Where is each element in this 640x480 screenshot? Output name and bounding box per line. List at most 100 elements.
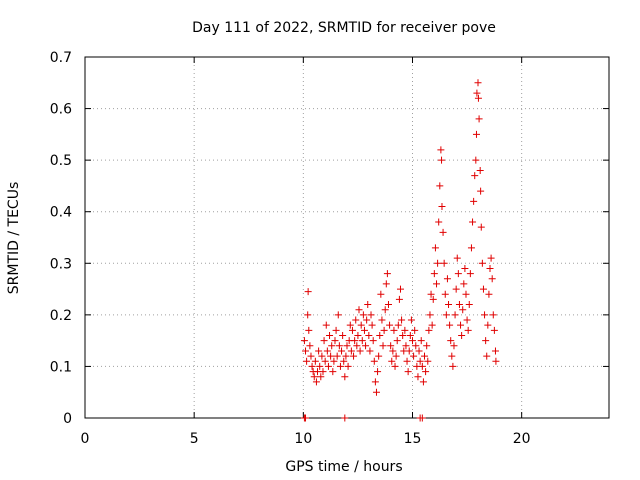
data-point — [343, 342, 351, 350]
data-point — [330, 357, 338, 365]
data-point — [485, 290, 493, 298]
data-point — [441, 290, 449, 298]
data-point — [489, 311, 497, 319]
data-point — [439, 228, 447, 236]
data-point — [455, 301, 463, 309]
x-tick-label: 15 — [404, 431, 422, 447]
data-point — [453, 254, 461, 262]
data-point — [406, 331, 414, 339]
data-point — [438, 203, 446, 211]
data-point — [388, 357, 396, 365]
data-point — [475, 115, 483, 123]
y-tick-label: 0.1 — [50, 359, 72, 375]
y-tick-label: 0.2 — [50, 308, 72, 324]
data-point — [405, 347, 413, 355]
data-point — [378, 316, 386, 324]
data-point — [390, 326, 398, 334]
data-point — [347, 347, 355, 355]
data-point — [387, 342, 395, 350]
data-point — [486, 264, 494, 272]
data-point — [308, 362, 316, 370]
data-point — [448, 352, 456, 360]
data-point — [492, 357, 500, 365]
y-tick-label: 0.3 — [50, 256, 72, 272]
data-point — [424, 357, 432, 365]
data-point — [354, 331, 362, 339]
data-point — [461, 264, 469, 272]
data-point — [427, 290, 435, 298]
data-point — [306, 342, 314, 350]
data-point — [394, 321, 402, 329]
data-point — [374, 368, 382, 376]
data-point — [315, 347, 323, 355]
data-point — [323, 347, 331, 355]
data-point — [409, 337, 416, 345]
data-point — [419, 378, 427, 386]
data-point — [316, 362, 324, 370]
data-point — [457, 321, 465, 329]
data-point — [377, 290, 385, 298]
data-point — [440, 259, 448, 267]
data-point — [311, 357, 319, 365]
data-point — [319, 368, 327, 376]
data-point — [335, 342, 343, 350]
data-point — [403, 357, 411, 365]
data-point — [334, 311, 342, 319]
data-point — [363, 316, 371, 324]
data-point — [328, 342, 336, 350]
data-point — [329, 368, 337, 376]
data-point — [447, 337, 455, 345]
data-point — [491, 347, 499, 355]
data-point — [359, 311, 367, 319]
data-point — [429, 295, 437, 303]
data-point — [304, 288, 312, 296]
data-point — [476, 166, 484, 174]
data-point — [436, 182, 444, 190]
data-point — [376, 331, 384, 339]
data-point — [353, 342, 361, 350]
data-point — [410, 352, 418, 360]
data-points — [300, 79, 500, 422]
data-point — [333, 352, 341, 360]
data-point — [423, 342, 431, 350]
y-axis-title: SRMTID / TECUs — [6, 182, 22, 295]
data-point — [463, 316, 471, 324]
data-point — [358, 337, 366, 345]
data-point — [474, 79, 482, 87]
data-point — [341, 414, 349, 422]
axis-ticks — [84, 56, 609, 419]
data-point — [416, 357, 424, 365]
data-point — [346, 321, 354, 329]
plot-frame — [84, 56, 610, 419]
y-tick-label: 0 — [63, 411, 72, 427]
data-point — [366, 347, 374, 355]
tick-labels: 0 0.1 0.2 0.3 0.4 0.5 0.6 0.7 0 5 10 15 20 — [50, 50, 531, 447]
data-point — [434, 259, 442, 267]
data-point — [367, 311, 375, 319]
data-point — [478, 259, 486, 267]
data-point — [482, 337, 490, 345]
data-point — [484, 321, 492, 329]
data-point — [379, 342, 387, 350]
data-point — [364, 301, 372, 309]
data-point — [360, 326, 368, 334]
data-point — [372, 388, 380, 396]
data-point — [312, 378, 320, 386]
data-point — [464, 326, 472, 334]
data-point — [462, 290, 470, 298]
data-point — [445, 301, 453, 309]
chart-title: Day 111 of 2022, SRMTID for receiver pov… — [192, 20, 496, 36]
data-point — [398, 316, 406, 324]
data-point — [472, 156, 480, 164]
data-point — [460, 280, 468, 288]
data-point — [355, 306, 363, 314]
data-point — [487, 254, 495, 262]
data-point — [342, 352, 350, 360]
data-point — [339, 331, 347, 339]
data-point — [331, 337, 339, 345]
data-point — [310, 373, 318, 381]
data-point — [344, 362, 352, 370]
data-point — [438, 156, 446, 164]
grid — [85, 57, 609, 418]
